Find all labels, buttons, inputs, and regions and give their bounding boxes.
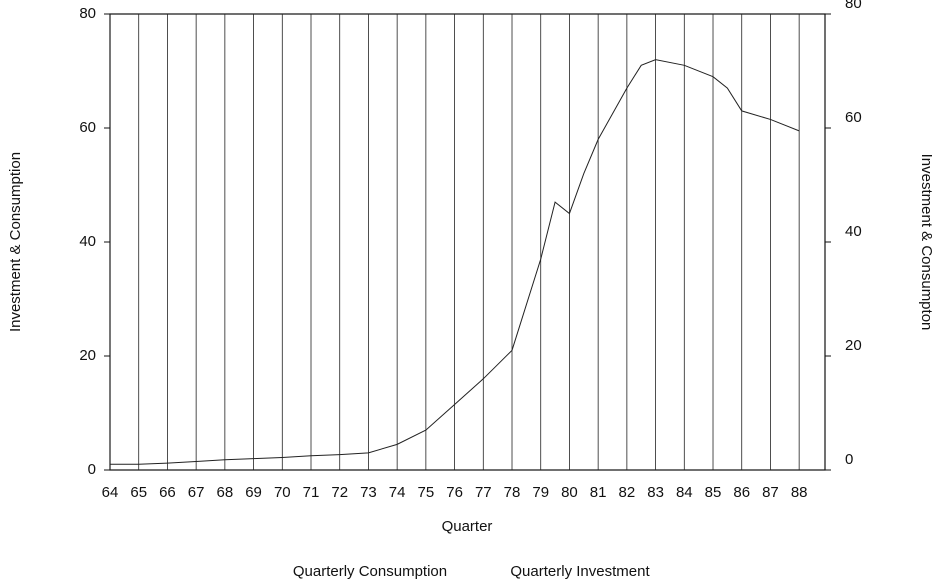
y-tick-label: 20 [79,347,96,364]
x-tick-label: 76 [446,484,463,501]
x-tick-label: 69 [245,484,262,501]
x-tick-label: 80 [561,484,578,501]
x-tick-label: 71 [303,484,320,501]
x-tick-label: 78 [504,484,521,501]
x-tick-label: 65 [130,484,147,501]
y2-tick-label: 0 [845,451,853,468]
x-axis-title: Quarter [442,518,493,535]
y2-tick-label: 80 [845,0,862,12]
y2-tick-label: 20 [845,337,862,354]
y-tick-label: 80 [79,5,96,22]
x-tick-label: 74 [389,484,406,501]
series-line [110,59,800,465]
y2-tick-label: 40 [845,223,862,240]
x-tick-label: 88 [791,484,808,501]
x-tick-label: 64 [102,484,119,501]
y-tick-label: 40 [79,233,96,250]
x-tick-label: 86 [733,484,750,501]
x-tick-label: 87 [762,484,779,501]
x-tick-label: 73 [360,484,377,501]
x-tick-label: 84 [676,484,693,501]
x-tick-label: 75 [418,484,435,501]
y-axis-title: Investment & Consumption [7,152,24,332]
x-tick-label: 81 [590,484,607,501]
y2-axis-title: Investment & Consumpton [918,154,935,331]
x-tick-label: 77 [475,484,492,501]
x-tick-label: 83 [647,484,664,501]
y2-tick-label: 60 [845,109,862,126]
x-tick-label: 67 [188,484,205,501]
legend-label: Quarterly Consumption [293,563,447,580]
y-tick-label: 60 [79,119,96,136]
legend-label: Quarterly Investment [510,563,650,580]
y-tick-label: 0 [88,461,96,478]
plot-frame [109,13,826,471]
x-tick-label: 72 [331,484,348,501]
x-tick-label: 66 [159,484,176,501]
x-tick-label: 82 [619,484,636,501]
x-tick-label: 85 [705,484,722,501]
x-tick-label: 70 [274,484,291,501]
x-tick-label: 68 [217,484,234,501]
x-tick-label: 79 [532,484,549,501]
